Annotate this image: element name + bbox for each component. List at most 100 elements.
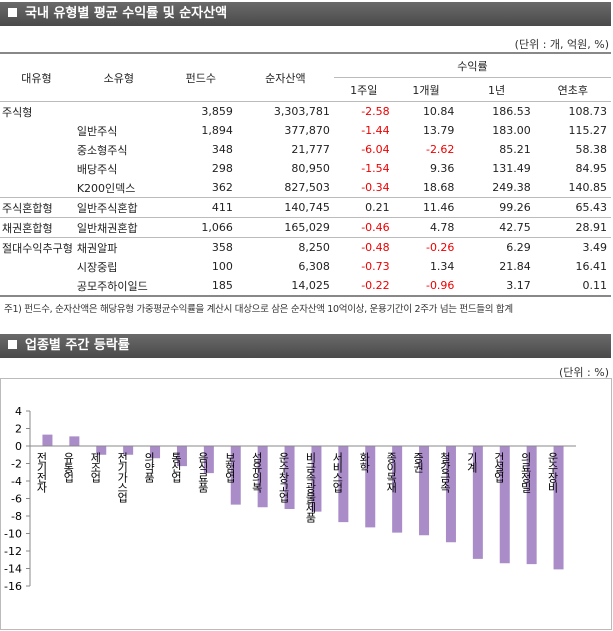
chart-frame [0, 378, 612, 630]
bar [472, 446, 483, 559]
table-cell [0, 178, 73, 198]
table-cell: 0.21 [333, 197, 394, 218]
table-cell: 13.79 [422, 124, 455, 137]
bar [42, 434, 53, 446]
table-cell: -0.73 [361, 260, 390, 273]
y-tick-label: -14 [4, 563, 22, 576]
table-cell: 시장중립 [76, 260, 118, 274]
table-cell: 4.78 [393, 217, 459, 238]
table-cell: 131.49 [492, 162, 531, 175]
table-cell: 3,859 [201, 105, 233, 118]
table-cell: 주식형 [2, 105, 33, 119]
unit-label: (단위 : 개, 억원, %) [514, 38, 609, 51]
table-cell: 115.27 [568, 124, 608, 137]
table-cell [0, 140, 73, 159]
bar [445, 446, 456, 543]
table-cell: -0.34 [361, 181, 390, 194]
y-tick-label: 0 [15, 440, 22, 453]
table-cell: 14,025 [236, 276, 334, 297]
table-row: 채권혼합형 일반채권혼합 1,066 165,029 -0.46 4.78 42.75 28.… [0, 217, 611, 238]
bar [553, 446, 564, 570]
col-header: 순자산액 [236, 52, 334, 102]
section-title: 국내 유형별 평균 수익률 및 순자산액 [25, 6, 228, 21]
chart-title: 업종별 주간 등락률 [25, 338, 130, 353]
col-header: 연초후 [534, 77, 611, 102]
table-row: 주식형 3,859 3,303,781 -2.58 10.84 186.53 108.73 [0, 102, 611, 122]
col-header: 1년 [458, 77, 535, 102]
table-cell: -0.48 [333, 237, 394, 257]
table-cell: 28.91 [534, 217, 611, 238]
x-tick-label: 섬유의복 [250, 452, 263, 494]
table-cell: 348 [211, 143, 233, 156]
x-tick-label: 건설업 [492, 452, 505, 483]
x-tick-label: 전기가스업 [116, 452, 129, 503]
table-cell: 65.43 [534, 197, 611, 218]
bar [230, 446, 241, 505]
table-cell: 21,777 [291, 143, 330, 156]
y-tick-label: 2 [15, 423, 22, 436]
table-cell: 공모주하이일드 [72, 276, 165, 297]
table-cell: -0.26 [393, 237, 459, 257]
table-cell: 362 [211, 181, 233, 194]
bar [392, 446, 403, 533]
y-tick-label: -4 [11, 475, 22, 488]
bar [150, 446, 161, 459]
y-tick-label: -10 [4, 528, 22, 541]
table-cell: 중소형주식 [76, 143, 128, 157]
table-cell: 채권혼합형 [0, 217, 73, 238]
x-tick-label: 종이목재 [385, 452, 398, 493]
x-tick-label: 기계 [465, 452, 478, 474]
col-header: 1개월 [393, 77, 459, 102]
unit-label: (단위 : %) [559, 366, 609, 379]
y-tick-label: -2 [11, 458, 22, 471]
x-tick-label: 철강금속 [438, 452, 451, 493]
table-cell: 3,303,781 [273, 105, 330, 118]
table-cell: 100 [211, 260, 233, 273]
fund-table: 대유형 소유형 펀드수 순자산액 수익률 1주일 1개월 1년 연초후 주식형 3,85… [0, 52, 611, 297]
bar [176, 446, 187, 467]
table-row: 시장중립 100 6,308 -0.73 1.34 21.84 16.41 [0, 257, 611, 276]
table-cell: -1.44 [361, 124, 390, 137]
table-cell: -6.04 [361, 143, 390, 156]
bar [365, 446, 376, 528]
table-cell: 140.85 [568, 181, 608, 194]
table-cell: 42.75 [458, 217, 535, 238]
bar [257, 446, 268, 508]
table-cell: 일반채권혼합 [72, 217, 165, 238]
table-cell: 165,029 [236, 217, 334, 238]
bar [499, 446, 510, 564]
table-cell: 3.49 [534, 237, 611, 257]
x-tick-label: 증권 [412, 452, 425, 473]
table-cell: 298 [211, 162, 233, 175]
x-tick-label: 화학 [358, 452, 371, 473]
table-cell: 411 [164, 197, 237, 218]
x-tick-label: 서비스업 [331, 452, 344, 493]
table-cell: 3.17 [458, 276, 535, 297]
x-tick-label: 유통업 [62, 452, 75, 483]
table-cell [0, 159, 73, 178]
table-cell [73, 102, 165, 122]
table-row: 배당주식 298 80,950 -1.54 9.36 131.49 84.95 [0, 159, 611, 178]
bar [123, 446, 134, 455]
x-tick-label: 운수장비 [546, 452, 559, 493]
table-cell: 16.41 [575, 260, 608, 273]
section-header: 업종별 주간 등락률 [0, 334, 611, 358]
table-cell: 185 [164, 276, 237, 297]
table-cell: 827,503 [284, 181, 330, 194]
table-cell: 배당주식 [76, 162, 118, 176]
table-cell: 84.95 [575, 162, 608, 175]
x-tick-label: 보험업 [223, 452, 236, 483]
x-tick-label: 제조업 [89, 452, 102, 483]
table-cell: 358 [164, 237, 237, 257]
table-cell: 108.73 [568, 105, 608, 118]
table-cell: 1.34 [429, 260, 455, 273]
table-cell: -0.22 [333, 276, 394, 297]
table-cell: 140,745 [236, 197, 334, 218]
y-tick-label: -12 [4, 545, 22, 558]
table-cell: -2.62 [425, 143, 455, 156]
y-tick-label: -16 [4, 580, 22, 593]
bar [69, 436, 80, 446]
table-cell: 6,308 [298, 260, 330, 273]
table-cell: 249.38 [492, 181, 531, 194]
